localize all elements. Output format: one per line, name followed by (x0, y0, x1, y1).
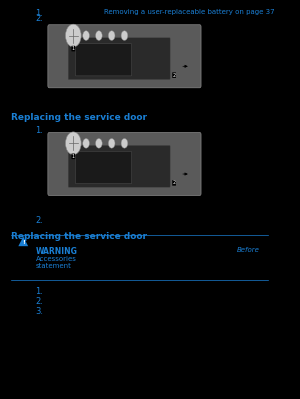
Text: 1.: 1. (36, 287, 43, 296)
Circle shape (65, 132, 81, 155)
Circle shape (108, 31, 115, 40)
FancyBboxPatch shape (48, 132, 201, 196)
FancyBboxPatch shape (68, 38, 170, 79)
Circle shape (65, 24, 81, 47)
Text: 2: 2 (172, 73, 176, 78)
Text: 1.: 1. (36, 9, 43, 18)
Text: !: ! (22, 240, 25, 245)
Text: Replacing the service door: Replacing the service door (11, 113, 147, 122)
Text: WARNING: WARNING (36, 247, 77, 257)
Text: 1: 1 (72, 154, 75, 159)
Text: 1.: 1. (36, 126, 43, 136)
Circle shape (83, 31, 89, 40)
FancyBboxPatch shape (76, 44, 132, 76)
Circle shape (121, 31, 128, 40)
Text: 1: 1 (72, 46, 75, 51)
Circle shape (96, 138, 102, 148)
Text: 2.: 2. (36, 297, 43, 306)
Circle shape (83, 138, 89, 148)
Text: Removing a user-replaceable battery on page 37: Removing a user-replaceable battery on p… (104, 9, 274, 15)
Circle shape (96, 31, 102, 40)
Text: 2.: 2. (36, 14, 43, 24)
Text: Before: Before (237, 247, 260, 253)
Circle shape (108, 138, 115, 148)
FancyBboxPatch shape (48, 25, 201, 88)
Circle shape (121, 138, 128, 148)
Text: 2.: 2. (36, 216, 43, 225)
Text: statement: statement (36, 263, 71, 269)
Polygon shape (18, 237, 28, 246)
FancyBboxPatch shape (68, 146, 170, 187)
FancyBboxPatch shape (76, 152, 132, 184)
Text: Accessories: Accessories (36, 256, 76, 262)
Text: 2: 2 (172, 180, 176, 186)
Text: 3.: 3. (36, 307, 43, 316)
Text: Replacing the service door: Replacing the service door (11, 232, 147, 241)
